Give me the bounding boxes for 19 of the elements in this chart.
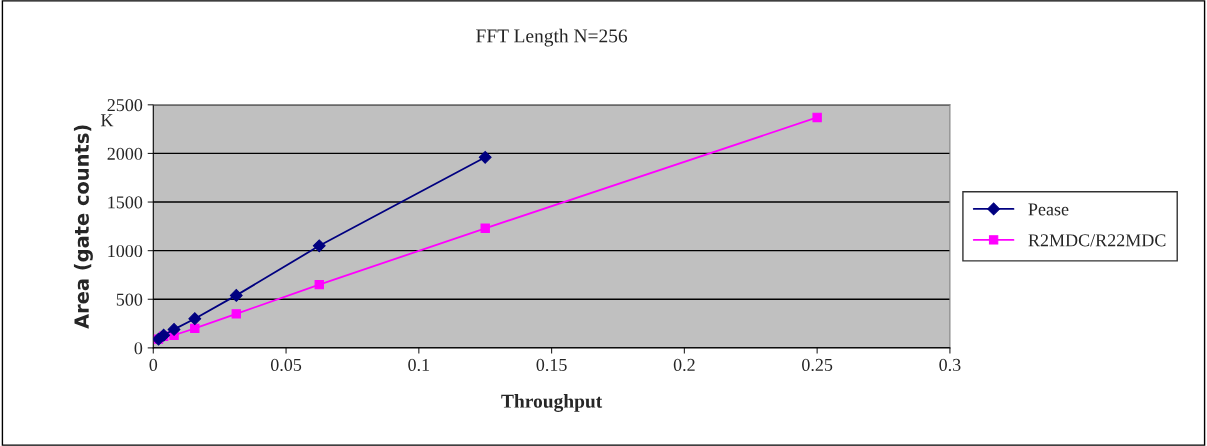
y-tick-label: 2000 (107, 147, 143, 160)
legend-label: Pease (1028, 203, 1069, 216)
y-tick-label: 1500 (108, 196, 143, 209)
y-tick-label: 2500 (107, 99, 143, 112)
text: K (100, 114, 114, 127)
x-tick-label: 0 (149, 358, 158, 371)
y-tick-label: 1000 (108, 244, 143, 258)
x-tick-label: 0.2 (673, 358, 695, 372)
legend-label: R2MDC/R22MDC (1028, 234, 1166, 247)
x-tick-label: 0.25 (802, 358, 833, 372)
y-axis-title: Area (gate counts) (73, 125, 93, 329)
x-tick-label: 0.3 (939, 358, 961, 372)
x-axis-title: Throughput (501, 394, 603, 412)
chart-title: FFT Length N=256 (476, 28, 628, 47)
x-tick-label: 0.05 (270, 358, 302, 372)
y-tick-label: 0 (134, 342, 143, 355)
x-tick-label: 0.1 (408, 358, 430, 372)
y-tick-label: 500 (116, 293, 143, 306)
x-tick-label: 0.15 (536, 358, 567, 372)
